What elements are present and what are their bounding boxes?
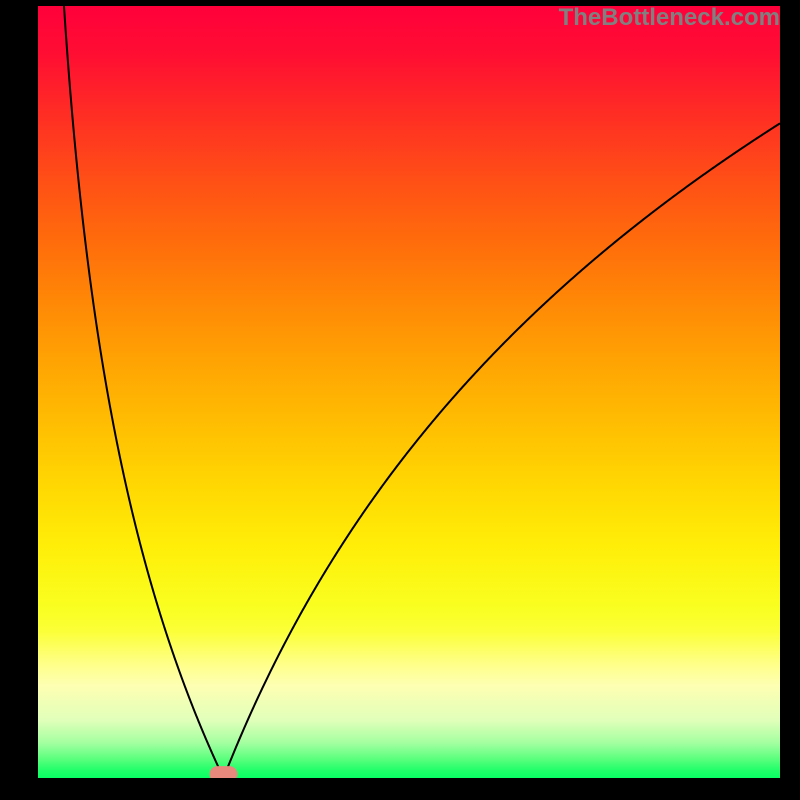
- watermark-label: TheBottleneck.com: [559, 4, 780, 32]
- minimum-marker: [210, 766, 238, 778]
- gradient-background: [38, 6, 780, 778]
- plot-area: [38, 6, 780, 778]
- chart-container: TheBottleneck.com: [0, 0, 800, 800]
